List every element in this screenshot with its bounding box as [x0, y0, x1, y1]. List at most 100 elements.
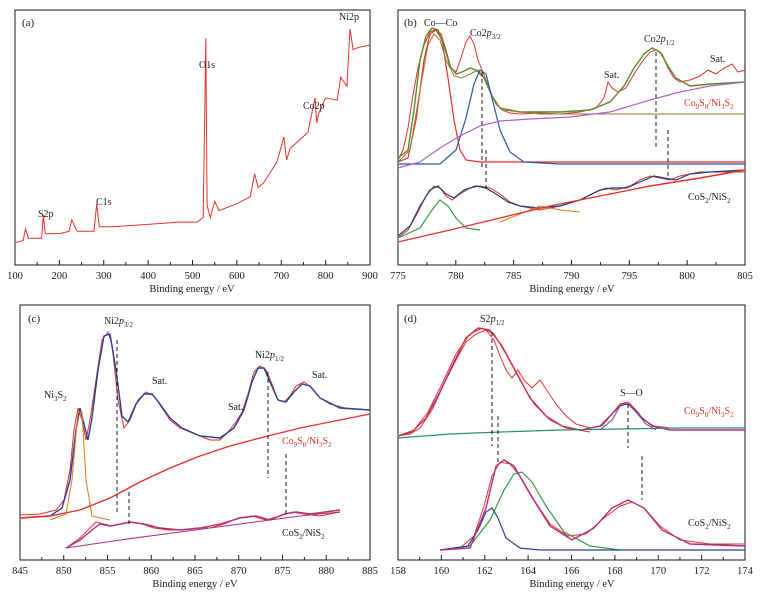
panel-d: 158 160 162 164 166 168 170 172 174 (d) Binding … — [390, 304, 754, 590]
panel-a-frame — [14, 9, 371, 266]
panel-d-sample-upper: Co9S8/Ni3S2 — [684, 406, 734, 419]
x-tick-label: 166 — [564, 566, 580, 577]
x-tick-label: 850 — [56, 566, 72, 577]
panel-c-peak-ni3s2: Ni3S2 — [44, 390, 67, 403]
panel-d-background-upper — [397, 427, 745, 439]
panel-c-fit-lower — [65, 509, 341, 549]
x-tick-label: 870 — [231, 566, 247, 577]
panel-d-label: (d) — [404, 313, 417, 325]
panel-b: 775 780 785 790 795 800 805 (b) Binding energy… — [390, 9, 753, 295]
panel-d-lower-raw — [439, 461, 745, 551]
panel-b-peak-co-co: Co—Co — [424, 18, 457, 29]
panel-b-sample-lower: CoS2/NiS2 — [688, 192, 731, 205]
panel-c-peak-sat-3: Sat. — [312, 370, 327, 381]
panel-c-peak-ni3s2 — [49, 411, 111, 521]
panel-b-peak-co2p32: Co2p3/2 — [470, 28, 501, 41]
x-tick-label: 600 — [229, 271, 245, 282]
x-tick-label: 900 — [362, 271, 378, 282]
panel-a-ticks: 100 200 300 400 500 600 700 800 900 — [7, 260, 378, 282]
panel-b-background-upper — [397, 81, 746, 169]
panel-c-ticks: 845 850 855 860 865 870 875 880 885 — [12, 555, 378, 577]
x-tick-label: 785 — [506, 271, 522, 282]
x-tick-label: 855 — [100, 566, 116, 577]
x-tick-label: 172 — [694, 566, 710, 577]
x-tick-label: 400 — [140, 271, 156, 282]
panel-d-fit-upper — [397, 327, 745, 437]
x-tick-label: 860 — [143, 566, 159, 577]
panel-b-ticks: 775 780 785 790 795 800 805 — [390, 260, 753, 282]
panel-d-upper-raw — [397, 329, 745, 437]
panel-c-peak-sat-1: Sat. — [152, 376, 167, 387]
panel-d-peak-lower-1 — [439, 471, 621, 551]
panel-c-sample-lower: CoS2/NiS2 — [282, 528, 325, 541]
panel-b-peak-sat-1: Sat. — [604, 70, 619, 81]
panel-d-sample-lower: CoS2/NiS2 — [688, 518, 731, 531]
panel-b-lower-raw — [397, 171, 745, 239]
panel-a: 100 200 300 400 500 600 700 800 900 (a) Binding … — [7, 9, 378, 295]
panel-a-spectrum — [14, 28, 371, 244]
x-tick-label: 795 — [621, 271, 637, 282]
x-tick-label: 805 — [737, 271, 753, 282]
x-tick-label: 162 — [477, 566, 493, 577]
panel-b-peak-sat-2: Sat. — [710, 54, 725, 65]
x-tick-label: 790 — [564, 271, 580, 282]
panel-a-peak-ni2p: Ni2p — [339, 12, 359, 23]
panel-b-fit-upper-2 — [397, 33, 745, 163]
panel-b-peak-co2p12: Co2p1/2 — [644, 34, 675, 47]
panel-c-peak-sat-2: Sat. — [228, 402, 243, 413]
x-tick-label: 780 — [448, 271, 464, 282]
panel-b-peak-co2p32 — [398, 69, 745, 165]
panel-c-frame — [19, 304, 371, 561]
panel-c-upper-raw — [19, 330, 371, 516]
panel-c-sample-upper: Co9S8/Ni3S2 — [282, 436, 332, 449]
panel-a-xlabel: Binding energy / eV — [149, 284, 235, 295]
x-tick-label: 200 — [52, 271, 68, 282]
x-tick-label: 170 — [650, 566, 666, 577]
panel-c-peak-ni2p32: Ni2p3/2 — [104, 316, 133, 329]
x-tick-label: 800 — [679, 271, 695, 282]
x-tick-label: 174 — [737, 566, 754, 577]
x-tick-label: 775 — [390, 271, 406, 282]
x-tick-label: 168 — [607, 566, 623, 577]
panel-b-frame — [397, 9, 746, 266]
x-tick-label: 865 — [187, 566, 203, 577]
panel-d-peak-lower-2 — [439, 507, 745, 551]
panel-b-background-lower — [397, 169, 746, 243]
panel-c-label: (c) — [28, 313, 41, 325]
x-tick-label: 300 — [96, 271, 112, 282]
panel-d-peak-so: S—O — [620, 388, 643, 399]
panel-b-fit-lower — [397, 169, 746, 237]
x-tick-label: 700 — [273, 271, 289, 282]
x-tick-label: 164 — [520, 566, 537, 577]
panel-b-xlabel: Binding energy / eV — [529, 284, 615, 295]
panel-c-background-lower — [65, 511, 341, 549]
x-tick-label: 158 — [390, 566, 406, 577]
panel-d-xlabel: Binding energy / eV — [529, 579, 615, 590]
x-tick-label: 845 — [12, 566, 28, 577]
x-tick-label: 160 — [434, 566, 450, 577]
panel-a-peak-o1s: O1s — [199, 60, 215, 71]
x-tick-label: 875 — [275, 566, 291, 577]
panel-d-fit-upper-2 — [397, 327, 591, 437]
panel-c-fit-upper — [19, 333, 371, 519]
panel-c-xlabel: Binding energy / eV — [152, 579, 238, 590]
panel-c-background-upper — [19, 413, 371, 519]
panel-d-peak-s2p12: S2p1/2 — [480, 314, 505, 327]
panel-b-upper-raw — [397, 28, 746, 161]
x-tick-label: 885 — [362, 566, 378, 577]
panel-c: 845 850 855 860 865 870 875 880 885 (c) Binding … — [12, 304, 378, 590]
x-tick-label: 800 — [318, 271, 334, 282]
x-tick-label: 880 — [318, 566, 334, 577]
panel-b-peak-lower-2 — [499, 205, 581, 223]
x-tick-label: 500 — [185, 271, 201, 282]
panel-a-peak-co2p: Co2p — [303, 101, 325, 112]
panel-d-ticks: 158 160 162 164 166 168 170 172 174 — [390, 555, 754, 577]
panel-b-sample-upper: Co9S8/Ni3S2 — [684, 98, 734, 111]
panel-c-peak-ni2p12: Ni2p1/2 — [255, 350, 284, 363]
panel-d-peak-lower-3 — [439, 459, 746, 551]
x-tick-label: 100 — [7, 271, 23, 282]
panel-b-label: (b) — [404, 17, 417, 29]
panel-a-peak-s2p: S2p — [38, 209, 54, 220]
panel-a-peak-c1s: C1s — [96, 197, 112, 208]
